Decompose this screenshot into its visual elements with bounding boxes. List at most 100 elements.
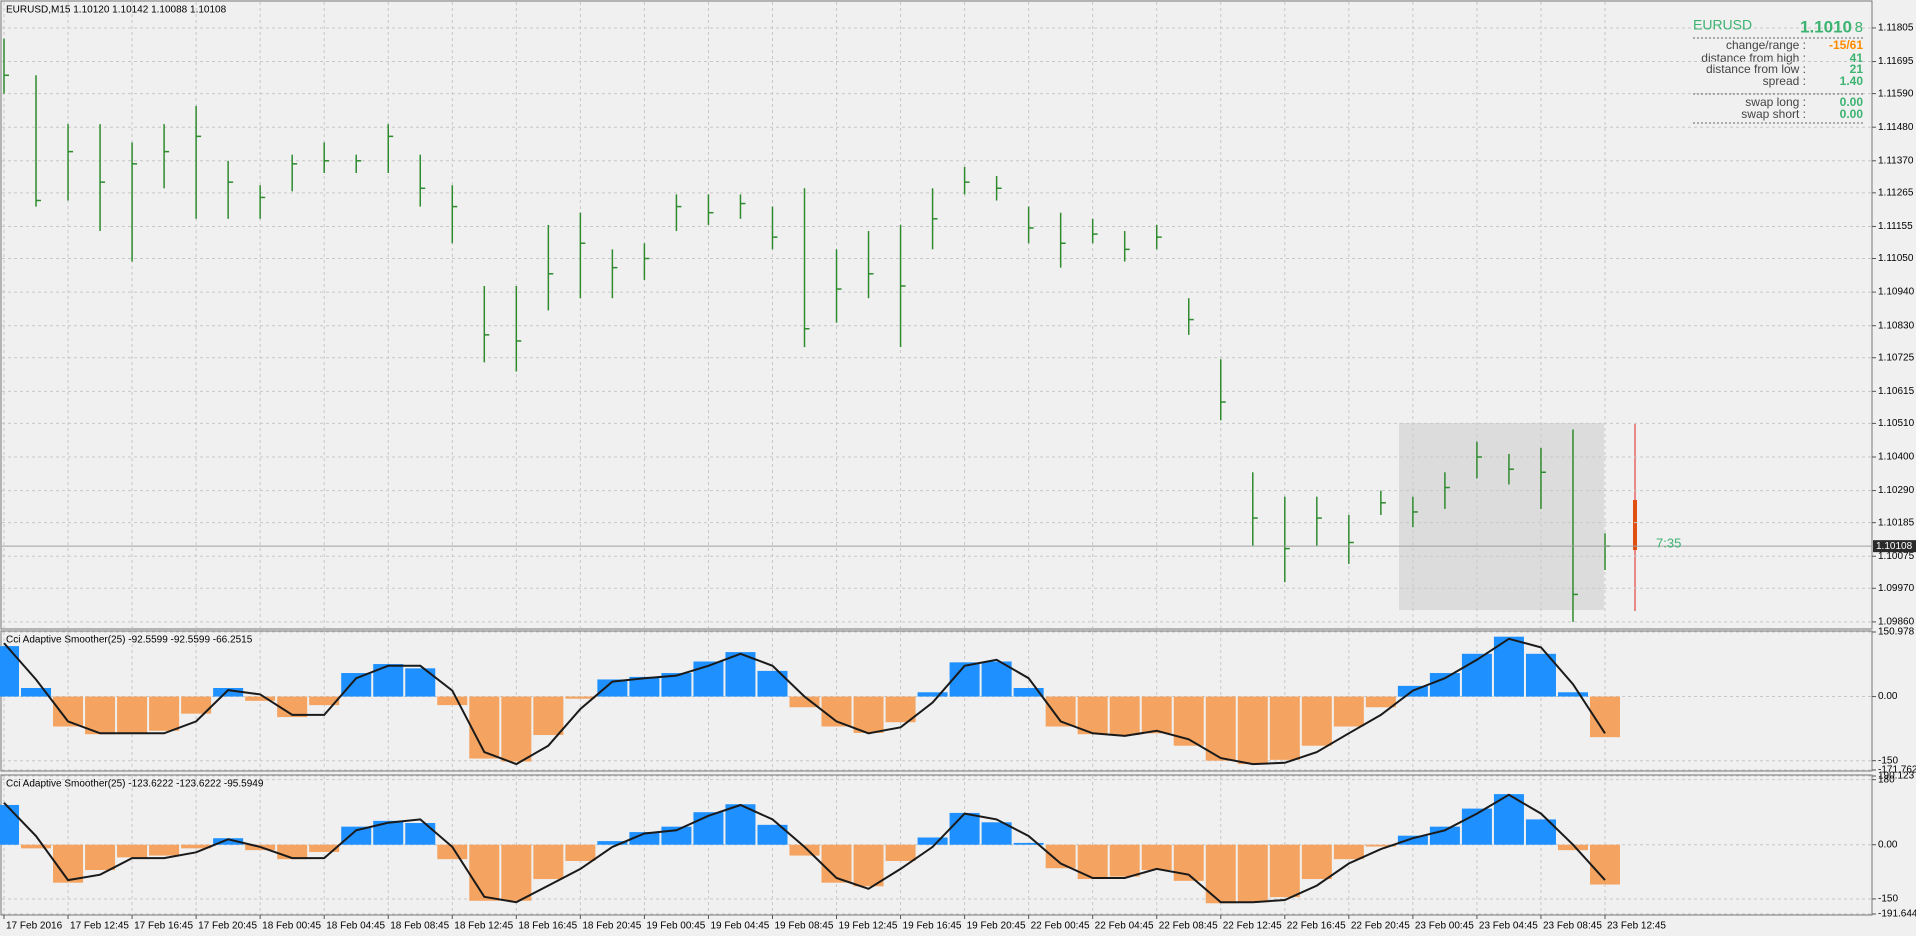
x-tick-label: 19 Feb 08:45	[774, 921, 833, 932]
main-frame	[0, 0, 1873, 630]
x-tick-label: 19 Feb 16:45	[903, 921, 962, 932]
histogram-bar	[757, 824, 788, 845]
y-tick-label: 1.09860	[1878, 617, 1915, 628]
histogram-bar	[789, 844, 820, 856]
histogram-bar	[853, 696, 884, 733]
histogram-bar	[277, 696, 308, 718]
histogram-bar	[245, 696, 276, 701]
histogram-bar	[565, 696, 596, 699]
info-price: 1.1010	[1800, 17, 1852, 36]
info-panel: EURUSD 1.1010 8	[1693, 17, 1863, 124]
y-tick-label: 180	[1878, 774, 1895, 785]
histogram-bar	[1109, 696, 1140, 736]
histogram-bar	[917, 837, 948, 845]
x-tick-label: 23 Feb 00:45	[1415, 921, 1474, 932]
info-label: swap short :	[1741, 107, 1806, 121]
histogram-bar	[1525, 653, 1556, 697]
histogram-bar	[1557, 844, 1588, 851]
info-symbol: EURUSD	[1693, 17, 1752, 33]
histogram-bar	[0, 804, 20, 845]
histogram-bar	[949, 812, 980, 845]
histogram-bar	[885, 844, 916, 861]
histogram-bar	[821, 844, 852, 883]
histogram-bar	[629, 832, 660, 845]
histogram-bar	[0, 646, 20, 697]
x-tick-label: 18 Feb 04:45	[326, 921, 385, 932]
x-tick-label: 23 Feb 08:45	[1543, 921, 1602, 932]
y-tick-label: 190.123	[1878, 771, 1915, 782]
histogram-bar	[149, 844, 180, 856]
x-tick-label: 22 Feb 20:45	[1351, 921, 1410, 932]
info-value: 21	[1850, 62, 1864, 76]
x-tick-label: 17 Feb 16:45	[134, 921, 193, 932]
y-tick-label: 1.10075	[1878, 551, 1915, 562]
histogram-bar	[1269, 696, 1300, 760]
histogram-bar	[213, 688, 244, 697]
info-value: 41	[1850, 51, 1864, 65]
x-tick-label: 19 Feb 20:45	[967, 921, 1026, 932]
y-tick-label: 1.10725	[1878, 352, 1915, 363]
histogram-bar	[85, 844, 116, 871]
histogram-bar	[1237, 696, 1268, 765]
y-tick-label: 150.978	[1878, 627, 1915, 638]
x-tick-label: 17 Feb 12:45	[70, 921, 129, 932]
x-tick-label: 22 Feb 08:45	[1159, 921, 1218, 932]
info-price-pip: 8	[1855, 19, 1863, 36]
histogram-bar	[885, 696, 916, 723]
histogram-bar	[501, 696, 532, 762]
y-tick-label: 1.10290	[1878, 485, 1915, 496]
histogram-bar	[693, 661, 724, 697]
y-tick-label: 1.11050	[1878, 253, 1914, 264]
histogram-bar	[149, 696, 180, 731]
indicator-line	[3, 793, 1606, 904]
y-tick-label: 0.00	[1878, 691, 1898, 702]
y-tick-label: 1.10510	[1878, 418, 1915, 429]
y-tick-label: 1.11155	[1878, 221, 1913, 232]
histogram-bar	[1493, 794, 1524, 845]
y-tick-label: 1.10185	[1878, 517, 1915, 528]
info-value: 0.00	[1840, 95, 1864, 109]
histogram-bar	[629, 676, 660, 697]
histogram-bar	[1333, 844, 1364, 860]
histogram-bar	[469, 696, 500, 759]
bid-label: 1.10108	[1876, 541, 1913, 552]
y-tick-label: 1.10615	[1878, 386, 1915, 397]
countdown: 7:35	[1656, 535, 1681, 550]
histogram-bar	[53, 844, 84, 883]
y-tick-label: -150	[1878, 894, 1898, 905]
histogram-bar	[789, 696, 820, 708]
histogram-bar	[437, 696, 468, 706]
histogram-bar	[437, 844, 468, 860]
x-tick-label: 18 Feb 12:45	[454, 921, 513, 932]
histogram-bar	[1109, 844, 1140, 877]
y-tick-label: 1.11370	[1878, 155, 1914, 166]
x-tick-label: 18 Feb 00:45	[262, 921, 321, 932]
y-tick-label: 1.10940	[1878, 287, 1915, 298]
histogram-bar	[469, 844, 500, 901]
histogram-bar	[1365, 696, 1396, 708]
histogram-bar	[1301, 844, 1332, 880]
x-tick-label: 18 Feb 08:45	[390, 921, 449, 932]
chart-title: EURUSD,M15 1.10120 1.10142 1.10088 1.101…	[6, 5, 227, 16]
histogram-bar	[725, 804, 756, 845]
info-label: spread :	[1763, 74, 1806, 88]
histogram-bar	[1013, 842, 1044, 845]
info-value: 1.40	[1840, 74, 1864, 88]
x-tick-label: 22 Feb 12:45	[1223, 921, 1282, 932]
x-tick-label: 22 Feb 16:45	[1287, 921, 1346, 932]
histogram-bar	[565, 844, 596, 861]
histogram-bar	[1301, 696, 1332, 746]
histogram-bar	[1237, 844, 1268, 902]
histogram-bar	[1045, 844, 1076, 869]
y-tick-label: 1.09970	[1878, 583, 1915, 594]
histogram-bar	[1141, 844, 1172, 871]
histogram-bar	[21, 688, 52, 697]
indicator-frame	[0, 630, 1873, 772]
selection-box	[1399, 423, 1604, 610]
current-candle	[1633, 500, 1637, 550]
histogram-bar	[693, 812, 724, 845]
histogram-bar	[405, 668, 436, 697]
